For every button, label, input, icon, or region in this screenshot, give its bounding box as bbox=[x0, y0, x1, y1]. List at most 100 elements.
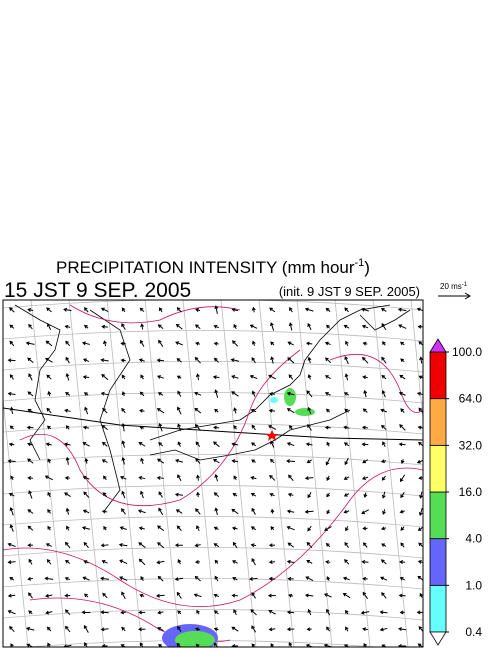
wind-arrow bbox=[269, 458, 275, 464]
wind-arrow bbox=[100, 627, 109, 632]
wind-arrow bbox=[213, 543, 220, 548]
wind-arrow bbox=[306, 459, 312, 464]
wind-arrow bbox=[287, 576, 294, 581]
wind-arrow bbox=[157, 610, 164, 615]
wind-arrow bbox=[120, 610, 127, 615]
wind-arrow bbox=[101, 559, 108, 564]
meridian bbox=[410, 300, 423, 423]
wind-arrow bbox=[81, 526, 91, 530]
wind-arrow bbox=[400, 492, 405, 499]
wind-arrow bbox=[344, 408, 349, 413]
wind-arrow bbox=[324, 341, 331, 346]
wind-arrow bbox=[195, 308, 201, 312]
wind-arrow bbox=[400, 341, 405, 346]
wind-arrow bbox=[138, 358, 145, 363]
wind-arrow bbox=[82, 576, 90, 581]
wind-arrow bbox=[27, 543, 33, 548]
wind-arrow bbox=[362, 627, 368, 632]
wind-arrow bbox=[360, 610, 370, 615]
wind-arrow bbox=[140, 457, 144, 465]
wind-arrow bbox=[81, 341, 91, 346]
wind-arrow bbox=[231, 508, 239, 515]
wind-arrow bbox=[416, 307, 423, 312]
wind-arrow bbox=[138, 475, 146, 480]
wind-arrow bbox=[250, 408, 257, 413]
wind-arrow bbox=[28, 592, 33, 599]
wind-arrow bbox=[267, 593, 276, 598]
wind-arrow bbox=[397, 644, 407, 647]
wind-arrow bbox=[121, 391, 126, 397]
wind-arrow bbox=[251, 340, 256, 346]
wind-arrow bbox=[195, 560, 201, 564]
wind-arrow bbox=[382, 509, 386, 515]
colorbar-segment bbox=[429, 351, 447, 400]
reference-vector-text: 20 ms bbox=[440, 282, 462, 291]
wind-arrow bbox=[121, 440, 126, 448]
colorbar-label: 4.0 bbox=[465, 532, 482, 546]
wind-arrow bbox=[287, 341, 294, 346]
wind-arrow bbox=[212, 375, 220, 380]
wind-arrow bbox=[177, 559, 182, 565]
wind-arrow bbox=[101, 644, 108, 647]
wind-arrow bbox=[213, 627, 219, 632]
wind-arrow bbox=[7, 542, 16, 548]
wind-arrow bbox=[361, 559, 369, 564]
wind-arrow bbox=[65, 372, 70, 381]
wind-arrow bbox=[195, 441, 201, 447]
wind-arrow bbox=[9, 524, 14, 532]
wind-arrow bbox=[157, 324, 164, 330]
wind-arrow bbox=[26, 626, 35, 631]
wind-arrow bbox=[84, 593, 89, 598]
wind-arrow bbox=[380, 308, 387, 312]
wind-arrow bbox=[380, 408, 387, 413]
wind-arrow bbox=[232, 576, 238, 581]
wind-arrow bbox=[270, 526, 275, 531]
wind-arrow bbox=[65, 425, 70, 430]
wind-arrow bbox=[27, 476, 33, 480]
wind-arrow bbox=[121, 323, 126, 330]
wind-arrow bbox=[307, 356, 312, 364]
wind-arrow bbox=[100, 307, 109, 313]
wind-arrow bbox=[196, 491, 200, 498]
wind-arrow bbox=[84, 642, 88, 647]
wind-arrow bbox=[177, 423, 181, 432]
wind-arrow bbox=[269, 307, 276, 313]
wind-arrow bbox=[304, 307, 314, 312]
wind-arrow bbox=[251, 558, 256, 566]
wind-arrow bbox=[140, 323, 145, 330]
wind-arrow bbox=[158, 339, 164, 347]
wind-arrow bbox=[121, 626, 126, 632]
wind-arrow bbox=[196, 609, 200, 615]
wind-arrow bbox=[249, 576, 258, 581]
wind-arrow bbox=[231, 459, 239, 464]
wind-arrow bbox=[304, 509, 314, 514]
wind-arrow bbox=[213, 492, 220, 498]
wind-arrow bbox=[363, 643, 367, 647]
rain-area bbox=[295, 408, 315, 416]
wind-arrow bbox=[121, 490, 126, 499]
wind-arrow bbox=[230, 358, 240, 362]
wind-arrow bbox=[175, 509, 183, 514]
wind-arrow bbox=[9, 576, 15, 581]
wind-arrow bbox=[65, 625, 71, 633]
wind-arrow bbox=[344, 355, 349, 365]
wind-arrow bbox=[177, 625, 182, 632]
wind-arrow bbox=[213, 593, 220, 598]
wind-arrow bbox=[119, 559, 128, 565]
wind-arrow bbox=[381, 491, 386, 499]
wind-arrow bbox=[7, 391, 16, 396]
wind-arrow bbox=[249, 374, 258, 379]
wind-arrow bbox=[307, 525, 312, 532]
wind-arrow bbox=[27, 525, 34, 531]
wind-arrow bbox=[156, 560, 165, 565]
wind-arrow bbox=[251, 424, 256, 431]
wind-arrow bbox=[380, 459, 387, 464]
wind-arrow bbox=[343, 324, 350, 329]
wind-arrow bbox=[400, 526, 405, 531]
wind-arrow bbox=[103, 475, 107, 481]
wind-arrow bbox=[381, 543, 387, 547]
wind-arrow bbox=[416, 459, 423, 464]
wind-arrow bbox=[325, 543, 331, 548]
wind-arrow bbox=[268, 560, 276, 564]
